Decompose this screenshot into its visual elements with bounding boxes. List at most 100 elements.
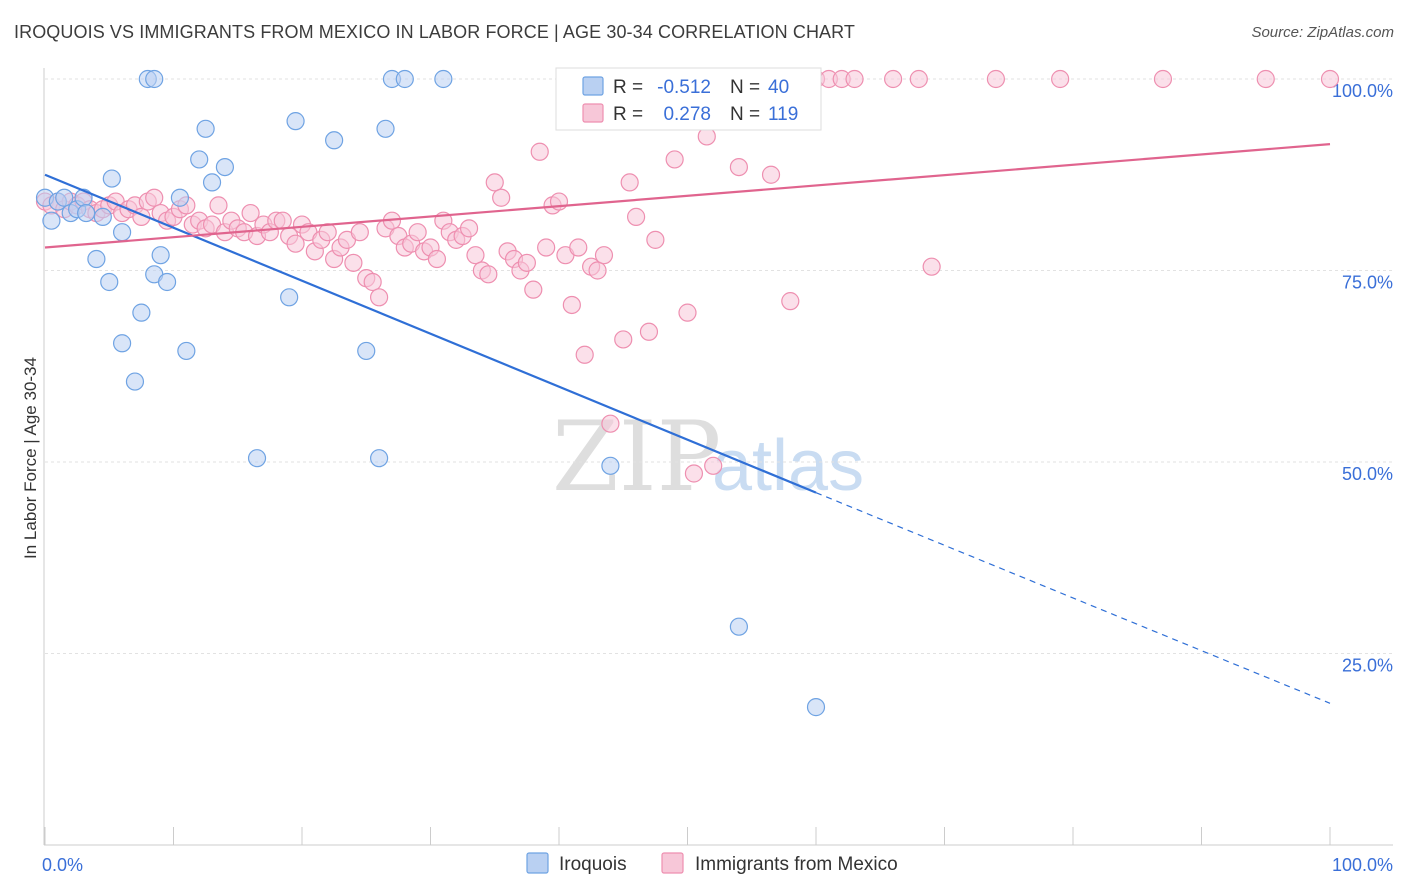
point-iroquois bbox=[112, 223, 132, 242]
point-iroquois bbox=[87, 249, 106, 269]
y-tick-label-50: 50.0% bbox=[1342, 464, 1393, 484]
point-iroquois bbox=[157, 272, 177, 292]
legend-n-label-iroquois: N = bbox=[730, 77, 760, 98]
point-mexico bbox=[344, 253, 363, 272]
point-mexico bbox=[845, 69, 864, 89]
point-mexico bbox=[588, 261, 607, 280]
point-mexico bbox=[569, 238, 588, 257]
point-iroquois bbox=[190, 150, 209, 169]
point-iroquois bbox=[806, 698, 826, 717]
point-mexico bbox=[485, 173, 504, 192]
legend-r-label-mexico: R = bbox=[613, 104, 643, 125]
trend-line-mexico bbox=[44, 143, 1331, 249]
point-mexico bbox=[145, 188, 164, 207]
point-mexico bbox=[517, 253, 536, 272]
legend-bottom-swatch-mexico bbox=[661, 852, 684, 874]
point-mexico bbox=[479, 265, 498, 284]
point-mexico bbox=[492, 188, 511, 207]
legend-bottom-swatch-iroquois bbox=[526, 852, 549, 874]
trend-line-iroquois-extrapolated bbox=[815, 492, 1331, 704]
legend-swatch-mexico bbox=[582, 103, 604, 123]
legend-r-value-mexico: 0.278 bbox=[663, 104, 711, 125]
point-mexico bbox=[781, 292, 800, 311]
point-iroquois bbox=[280, 288, 299, 307]
series-iroquois-points bbox=[35, 69, 826, 717]
point-mexico bbox=[1153, 69, 1173, 89]
y-tick-labels: 25.0% 50.0% 75.0% 100.0% bbox=[1332, 81, 1393, 676]
point-mexico bbox=[620, 173, 639, 192]
point-mexico bbox=[1256, 69, 1275, 89]
point-mexico bbox=[408, 223, 427, 242]
point-iroquois bbox=[247, 449, 267, 468]
point-iroquois bbox=[357, 341, 376, 361]
point-mexico bbox=[922, 257, 941, 276]
point-iroquois bbox=[145, 69, 164, 89]
point-mexico bbox=[241, 203, 260, 223]
point-mexico bbox=[350, 223, 369, 242]
point-mexico bbox=[273, 211, 292, 230]
point-iroquois bbox=[215, 157, 234, 177]
grid-lines bbox=[45, 78, 1393, 654]
point-iroquois bbox=[286, 112, 305, 131]
point-mexico bbox=[427, 249, 447, 269]
point-iroquois bbox=[196, 119, 215, 138]
point-mexico bbox=[537, 238, 556, 257]
legend-bottom-label-mexico: Immigrants from Mexico bbox=[695, 854, 898, 875]
point-mexico bbox=[626, 207, 646, 226]
point-mexico bbox=[704, 456, 723, 475]
legend-n-value-mexico: 119 bbox=[768, 104, 798, 125]
point-mexico bbox=[684, 464, 704, 483]
y-axis-title: In Labor Force | Age 30-34 bbox=[21, 357, 40, 559]
legend-r-label-iroquois: R = bbox=[613, 77, 643, 98]
point-iroquois bbox=[601, 456, 620, 475]
point-iroquois bbox=[151, 246, 170, 265]
point-iroquois bbox=[55, 188, 74, 207]
point-mexico bbox=[530, 142, 549, 161]
point-mexico bbox=[1320, 69, 1340, 89]
point-iroquois bbox=[93, 207, 112, 226]
point-mexico bbox=[986, 69, 1006, 89]
point-iroquois bbox=[132, 303, 151, 322]
point-iroquois bbox=[370, 449, 389, 468]
point-mexico bbox=[614, 330, 633, 349]
point-mexico bbox=[209, 196, 228, 215]
point-iroquois bbox=[42, 211, 61, 230]
point-iroquois bbox=[729, 617, 749, 636]
point-mexico bbox=[909, 69, 928, 89]
point-iroquois bbox=[112, 334, 132, 353]
point-iroquois bbox=[170, 188, 190, 207]
point-iroquois bbox=[102, 169, 121, 188]
trend-line-iroquois bbox=[44, 173, 817, 494]
y-tick-label-100: 100.0% bbox=[1332, 81, 1393, 101]
point-mexico bbox=[761, 165, 781, 184]
point-mexico bbox=[678, 303, 697, 322]
point-mexico bbox=[646, 230, 665, 249]
legend-swatch-iroquois bbox=[582, 76, 604, 96]
chart-title: IROQUOIS VS IMMIGRANTS FROM MEXICO IN LA… bbox=[14, 22, 856, 42]
legend-bottom-label-iroquois: Iroquois bbox=[559, 854, 627, 875]
y-tick-label-75: 75.0% bbox=[1342, 273, 1393, 293]
point-mexico bbox=[524, 280, 543, 299]
point-iroquois bbox=[125, 372, 145, 391]
x-tick-label-max: 100.0% bbox=[1332, 855, 1393, 875]
watermark-atlas: atlas bbox=[712, 426, 864, 506]
point-mexico bbox=[370, 288, 389, 307]
point-iroquois bbox=[202, 173, 222, 192]
source-credit: Source: ZipAtlas.com bbox=[1251, 24, 1394, 41]
point-mexico bbox=[286, 234, 305, 253]
legend-top: R = -0.512 N = 40 R = 0.278 N = 119 bbox=[555, 67, 822, 131]
trend-lines bbox=[44, 143, 1331, 704]
x-tick-label-min: 0.0% bbox=[42, 855, 83, 875]
y-tick-label-25: 25.0% bbox=[1342, 656, 1393, 676]
legend-bottom: Iroquois Immigrants from Mexico bbox=[526, 852, 898, 875]
point-mexico bbox=[601, 414, 620, 433]
point-mexico bbox=[594, 246, 614, 265]
point-iroquois bbox=[325, 131, 344, 150]
point-mexico bbox=[883, 69, 903, 89]
legend-n-label-mexico: N = bbox=[730, 104, 760, 125]
point-iroquois bbox=[376, 119, 395, 138]
point-iroquois bbox=[177, 341, 196, 361]
legend-r-value-iroquois: -0.512 bbox=[657, 77, 711, 98]
point-iroquois bbox=[395, 69, 414, 89]
